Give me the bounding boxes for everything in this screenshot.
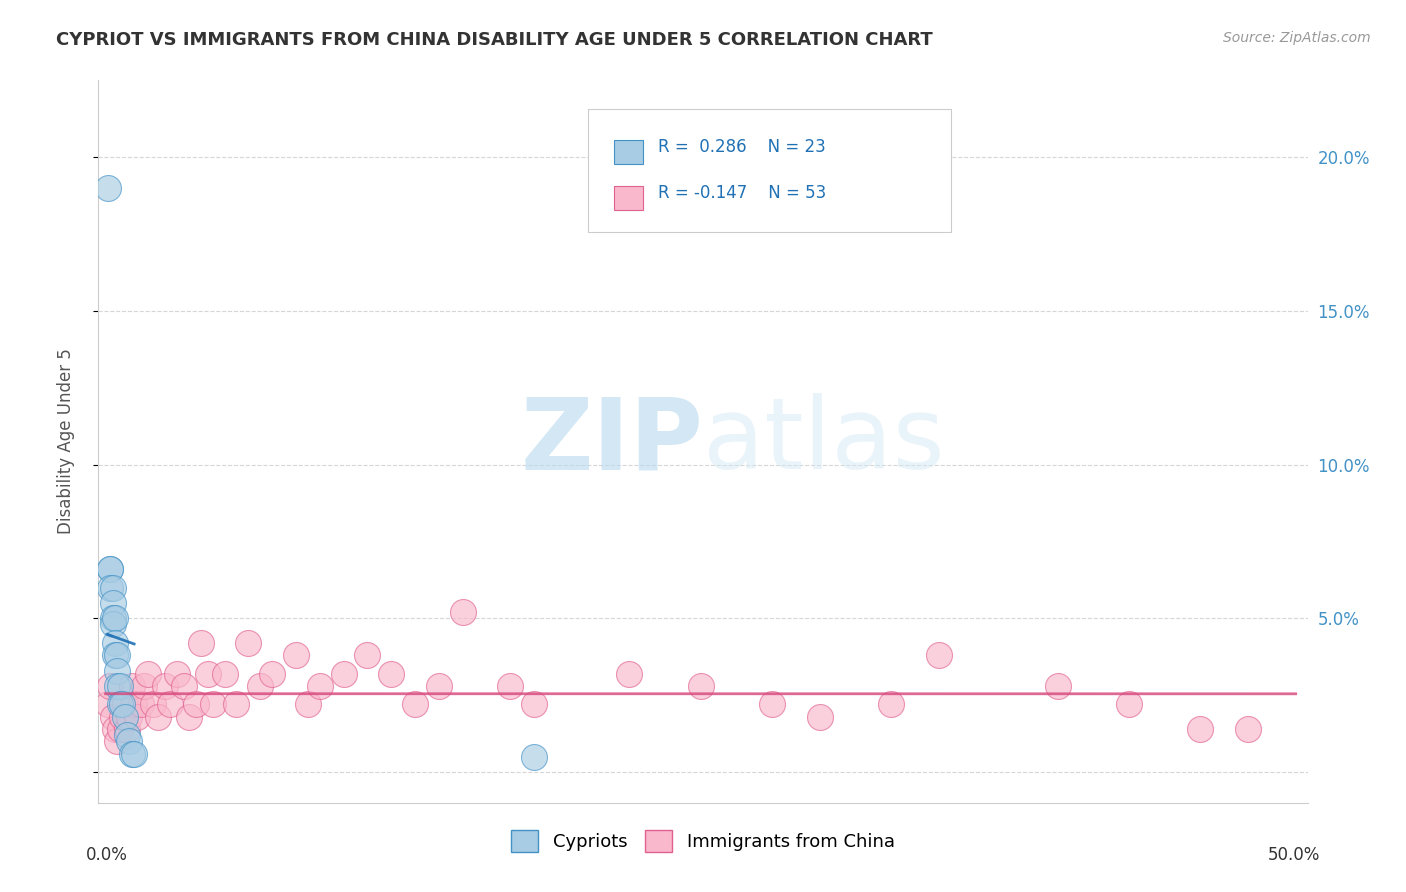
Point: [114, 709, 136, 723]
Point: [249, 679, 271, 693]
Point: [138, 666, 160, 681]
Point: [111, 698, 134, 712]
Point: [190, 636, 212, 650]
Point: [285, 648, 308, 663]
Point: [166, 666, 188, 681]
Point: [308, 679, 330, 693]
Point: [427, 679, 450, 693]
Point: [107, 734, 129, 748]
Point: [380, 666, 402, 681]
Point: [159, 698, 181, 712]
Point: [499, 679, 522, 693]
Point: [332, 666, 354, 681]
Text: Source: ZipAtlas.com: Source: ZipAtlas.com: [1223, 31, 1371, 45]
Text: CYPRIOT VS IMMIGRANTS FROM CHINA DISABILITY AGE UNDER 5 CORRELATION CHART: CYPRIOT VS IMMIGRANTS FROM CHINA DISABIL…: [56, 31, 934, 49]
Point: [114, 698, 136, 712]
Point: [104, 611, 127, 625]
Point: [1118, 698, 1140, 712]
Point: [129, 698, 152, 712]
Point: [101, 596, 124, 610]
Point: [132, 679, 155, 693]
Text: ZIP: ZIP: [520, 393, 703, 490]
Point: [356, 648, 378, 663]
Point: [880, 698, 903, 712]
Point: [121, 679, 143, 693]
Point: [104, 636, 127, 650]
Point: [173, 679, 195, 693]
Point: [108, 722, 131, 736]
Point: [184, 698, 207, 712]
Point: [146, 709, 169, 723]
Point: [125, 709, 148, 723]
Point: [118, 709, 141, 723]
Point: [104, 722, 127, 736]
Point: [98, 581, 121, 595]
Point: [297, 698, 319, 712]
FancyBboxPatch shape: [588, 109, 950, 232]
Point: [214, 666, 236, 681]
Point: [98, 679, 121, 693]
Point: [97, 181, 120, 195]
Point: [523, 698, 546, 712]
Point: [115, 728, 138, 742]
Point: [101, 611, 124, 625]
FancyBboxPatch shape: [613, 186, 643, 210]
Point: [122, 698, 145, 712]
Y-axis label: Disability Age Under 5: Disability Age Under 5: [56, 349, 75, 534]
Point: [1046, 679, 1069, 693]
Point: [225, 698, 247, 712]
Point: [689, 679, 711, 693]
Point: [153, 679, 176, 693]
Text: R = -0.147    N = 53: R = -0.147 N = 53: [658, 184, 827, 202]
Point: [197, 666, 219, 681]
Point: [451, 605, 474, 619]
Point: [101, 617, 124, 632]
Point: [928, 648, 950, 663]
Text: atlas: atlas: [703, 393, 945, 490]
Point: [1237, 722, 1260, 736]
Point: [262, 666, 284, 681]
FancyBboxPatch shape: [613, 140, 643, 164]
Point: [142, 698, 165, 712]
Point: [107, 664, 129, 678]
Point: [177, 709, 200, 723]
Point: [111, 709, 134, 723]
Point: [201, 698, 224, 712]
Point: [761, 698, 783, 712]
Point: [107, 648, 129, 663]
Point: [808, 709, 831, 723]
Point: [115, 722, 138, 736]
Point: [98, 562, 121, 576]
Point: [121, 747, 143, 761]
Point: [523, 749, 546, 764]
Point: [107, 679, 129, 693]
Text: 0.0%: 0.0%: [86, 847, 128, 864]
Point: [108, 698, 131, 712]
Point: [97, 698, 120, 712]
Point: [104, 648, 127, 663]
Point: [118, 734, 141, 748]
Point: [101, 709, 124, 723]
Point: [122, 747, 145, 761]
Point: [98, 562, 121, 576]
Point: [108, 679, 131, 693]
Text: R =  0.286    N = 23: R = 0.286 N = 23: [658, 138, 825, 156]
Point: [1189, 722, 1212, 736]
Text: 50.0%: 50.0%: [1267, 847, 1320, 864]
Legend: Cypriots, Immigrants from China: Cypriots, Immigrants from China: [503, 822, 903, 859]
Point: [238, 636, 260, 650]
Point: [404, 698, 426, 712]
Point: [101, 581, 124, 595]
Point: [619, 666, 641, 681]
